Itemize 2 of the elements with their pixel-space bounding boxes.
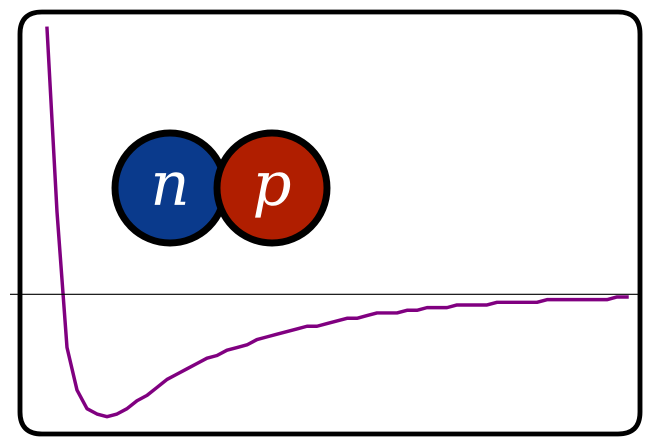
annotation: n bbox=[154, 172, 186, 205]
annotation: p bbox=[255, 172, 290, 218]
